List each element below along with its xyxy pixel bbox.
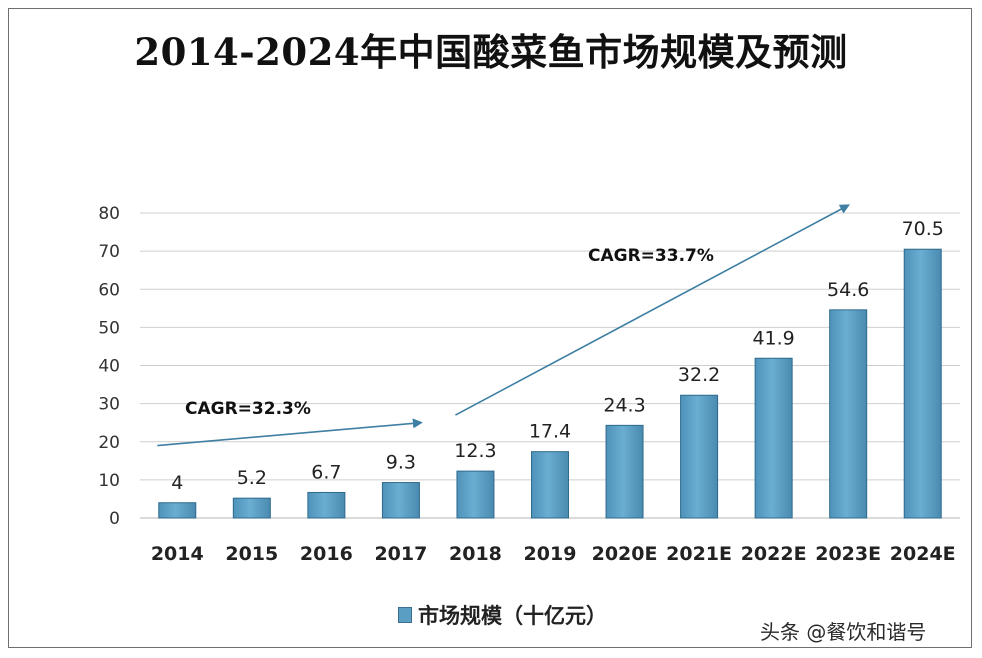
- y-tick-label: 80: [98, 204, 120, 224]
- data-label: 24.3: [603, 394, 645, 416]
- x-tick-label: 2017: [374, 543, 427, 565]
- bar: [829, 309, 868, 519]
- y-tick-label: 50: [98, 318, 120, 338]
- bar: [381, 482, 420, 519]
- data-label: 5.2: [237, 467, 267, 489]
- bar: [232, 497, 271, 519]
- data-label: 54.6: [827, 279, 869, 301]
- legend-label: 市场规模（十亿元）: [418, 604, 607, 628]
- data-label: 32.2: [678, 364, 720, 386]
- x-tick-label: 2024E: [890, 543, 956, 565]
- data-label: 17.4: [529, 421, 571, 443]
- x-tick-label: 2021E: [666, 543, 732, 565]
- y-tick-label: 20: [98, 433, 120, 453]
- cagr-arrow: [157, 418, 423, 447]
- bar: [680, 394, 719, 519]
- data-label: 70.5: [902, 218, 944, 240]
- bar: [307, 491, 346, 519]
- y-tick-label: 0: [109, 509, 120, 529]
- data-label: 12.3: [454, 440, 496, 462]
- chart-title: 2014-2024年中国酸菜鱼市场规模及预测: [134, 30, 848, 74]
- cagr-label: CAGR=33.7%: [588, 246, 714, 266]
- bar: [531, 451, 569, 519]
- x-tick-label: 2022E: [741, 543, 807, 565]
- bar: [903, 248, 942, 519]
- cagr-label: CAGR=32.3%: [185, 399, 311, 419]
- y-tick-label: 10: [98, 471, 120, 491]
- x-tick-label: 2019: [524, 543, 577, 565]
- data-label: 4: [171, 472, 183, 494]
- x-tick-label: 2016: [300, 543, 353, 565]
- x-tick-label: 2020E: [592, 543, 658, 565]
- cagr-arrow: [455, 204, 850, 416]
- x-tick-label: 2015: [225, 543, 278, 565]
- chart-frame: [8, 8, 972, 648]
- watermark: 头条 @餐饮和谐号: [760, 620, 927, 644]
- bar: [456, 470, 495, 519]
- data-label: 9.3: [386, 452, 416, 474]
- data-label: 41.9: [752, 327, 794, 349]
- y-tick-label: 40: [98, 357, 120, 377]
- data-label: 6.7: [311, 461, 341, 483]
- x-tick-label: 2014: [151, 543, 204, 565]
- bar: [754, 357, 793, 519]
- legend-swatch: [398, 607, 412, 623]
- y-tick-label: 30: [98, 395, 120, 415]
- bar: [605, 424, 644, 519]
- y-tick-label: 70: [98, 242, 120, 262]
- x-tick-label: 2018: [449, 543, 502, 565]
- bar: [158, 502, 197, 519]
- legend: 市场规模（十亿元）: [398, 600, 607, 630]
- x-tick-label: 2023E: [815, 543, 881, 565]
- y-tick-label: 60: [98, 280, 120, 300]
